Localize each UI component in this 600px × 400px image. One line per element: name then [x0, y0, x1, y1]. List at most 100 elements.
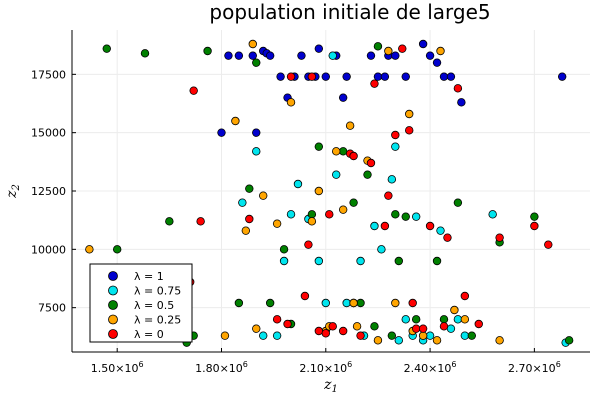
- data-point: [297, 51, 306, 60]
- data-point: [453, 84, 463, 93]
- data-point: [349, 198, 358, 207]
- data-point: [446, 324, 456, 333]
- data-point: [460, 331, 470, 340]
- legend-label: λ = 0.5: [134, 299, 174, 312]
- data-point: [450, 305, 459, 315]
- data-point: [439, 322, 449, 331]
- data-point: [338, 147, 348, 156]
- y-tick-label: 15000: [31, 127, 66, 140]
- data-point: [401, 315, 410, 324]
- data-point: [338, 205, 348, 214]
- x-tick-label: 2.70×106: [508, 360, 561, 375]
- data-point: [405, 109, 414, 119]
- legend-label: λ = 1: [134, 270, 164, 283]
- data-point: [425, 51, 435, 60]
- data-point: [557, 72, 567, 81]
- data-point: [405, 126, 414, 135]
- x-tick-label: 1.80×106: [195, 360, 248, 375]
- data-point: [387, 331, 397, 340]
- data-point: [245, 214, 254, 224]
- data-point: [391, 142, 400, 151]
- data-point: [272, 315, 282, 324]
- data-point: [332, 147, 341, 156]
- data-point: [411, 315, 421, 324]
- data-point: [140, 49, 150, 58]
- data-point: [325, 210, 334, 219]
- data-point: [377, 245, 386, 254]
- data-point: [102, 44, 111, 53]
- data-point: [279, 256, 289, 266]
- data-point: [363, 170, 372, 179]
- data-point: [252, 58, 261, 67]
- data-point: [474, 319, 483, 329]
- data-point: [439, 72, 449, 81]
- data-point: [241, 226, 251, 235]
- data-point: [370, 79, 379, 88]
- data-points: [85, 39, 574, 347]
- data-point: [234, 298, 244, 308]
- data-point: [432, 256, 442, 266]
- data-point: [418, 39, 428, 49]
- data-point: [460, 315, 470, 324]
- data-point: [248, 51, 257, 60]
- data-point: [314, 256, 324, 266]
- data-point: [394, 256, 403, 266]
- legend-box: [89, 263, 193, 343]
- data-point: [564, 336, 574, 345]
- data-point: [391, 210, 400, 219]
- x-tick-label: 1.50×106: [91, 360, 144, 375]
- data-point: [265, 51, 275, 60]
- data-point: [203, 46, 212, 56]
- chart-title: population initiale de large5: [209, 0, 490, 24]
- data-point: [366, 158, 376, 168]
- data-point: [356, 298, 365, 308]
- data-point: [418, 331, 428, 340]
- data-point: [530, 221, 539, 231]
- data-point: [321, 72, 330, 81]
- data-point: [286, 210, 296, 219]
- data-point: [307, 210, 317, 219]
- data-point: [328, 322, 337, 331]
- data-point: [398, 44, 407, 53]
- data-point: [248, 39, 257, 49]
- data-point: [300, 291, 310, 301]
- x-tick-label: 2.10×106: [299, 360, 352, 375]
- x-tick-label: 2.40×106: [404, 360, 457, 375]
- data-point: [495, 336, 504, 345]
- data-point: [314, 326, 324, 336]
- data-point: [411, 212, 421, 221]
- data-point: [432, 336, 442, 345]
- legend-marker: [108, 300, 118, 310]
- data-point: [446, 72, 456, 81]
- data-point: [366, 51, 376, 60]
- data-point: [460, 291, 470, 301]
- data-point: [380, 221, 390, 231]
- data-point: [453, 198, 463, 207]
- legend-marker: [108, 329, 118, 339]
- data-point: [276, 72, 285, 81]
- data-point: [436, 46, 445, 56]
- x-axis-label: z1: [323, 377, 338, 395]
- data-point: [356, 256, 365, 266]
- data-point: [293, 179, 303, 189]
- data-point: [259, 331, 268, 340]
- data-point: [384, 46, 393, 56]
- y-axis-label: z2: [4, 184, 22, 199]
- legend-label: λ = 0.75: [134, 285, 181, 298]
- data-point: [314, 142, 324, 151]
- legend-label: λ = 0: [134, 328, 164, 341]
- data-point: [380, 72, 390, 81]
- legend-marker: [108, 271, 118, 281]
- data-point: [189, 86, 198, 95]
- data-point: [391, 298, 400, 308]
- legend-marker: [108, 285, 118, 296]
- data-point: [370, 221, 379, 231]
- data-point: [425, 331, 435, 340]
- y-tick-labels: 7500 10000 12500 15000 17500: [31, 68, 76, 315]
- data-point: [530, 212, 539, 221]
- data-point: [349, 298, 358, 308]
- data-point: [286, 98, 296, 107]
- y-tick-label: 17500: [31, 68, 66, 81]
- data-point: [307, 217, 317, 226]
